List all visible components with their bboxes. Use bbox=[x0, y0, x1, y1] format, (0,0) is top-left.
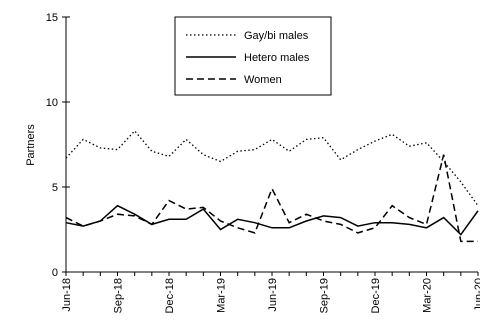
y-axis-label: Partners bbox=[25, 124, 37, 166]
line-series bbox=[65, 204, 479, 236]
y-tick-label: 15 bbox=[46, 12, 58, 24]
y-tick-label: 0 bbox=[52, 267, 58, 279]
legend-label: Women bbox=[244, 74, 282, 86]
legend-box bbox=[174, 16, 332, 96]
x-tick-label: Jun-20 bbox=[473, 278, 480, 312]
y-tick-label: 5 bbox=[52, 182, 58, 194]
x-tick-label: Jun-19 bbox=[267, 278, 279, 312]
x-tick-label: Mar-20 bbox=[422, 278, 434, 313]
legend-label: Hetero males bbox=[244, 52, 310, 64]
x-tick-label: Dec-18 bbox=[164, 278, 176, 313]
x-tick-label: Sep-19 bbox=[319, 278, 331, 313]
y-tick-label: 10 bbox=[46, 97, 58, 109]
line-series bbox=[65, 129, 479, 207]
x-tick-label: Dec-19 bbox=[370, 278, 382, 313]
x-tick-label: Jun-18 bbox=[61, 278, 73, 312]
x-tick-label: Sep-18 bbox=[113, 278, 125, 313]
x-tick-label: Mar-19 bbox=[216, 278, 228, 313]
line-series bbox=[65, 154, 478, 243]
legend-label: Gay/bi males bbox=[244, 30, 309, 42]
